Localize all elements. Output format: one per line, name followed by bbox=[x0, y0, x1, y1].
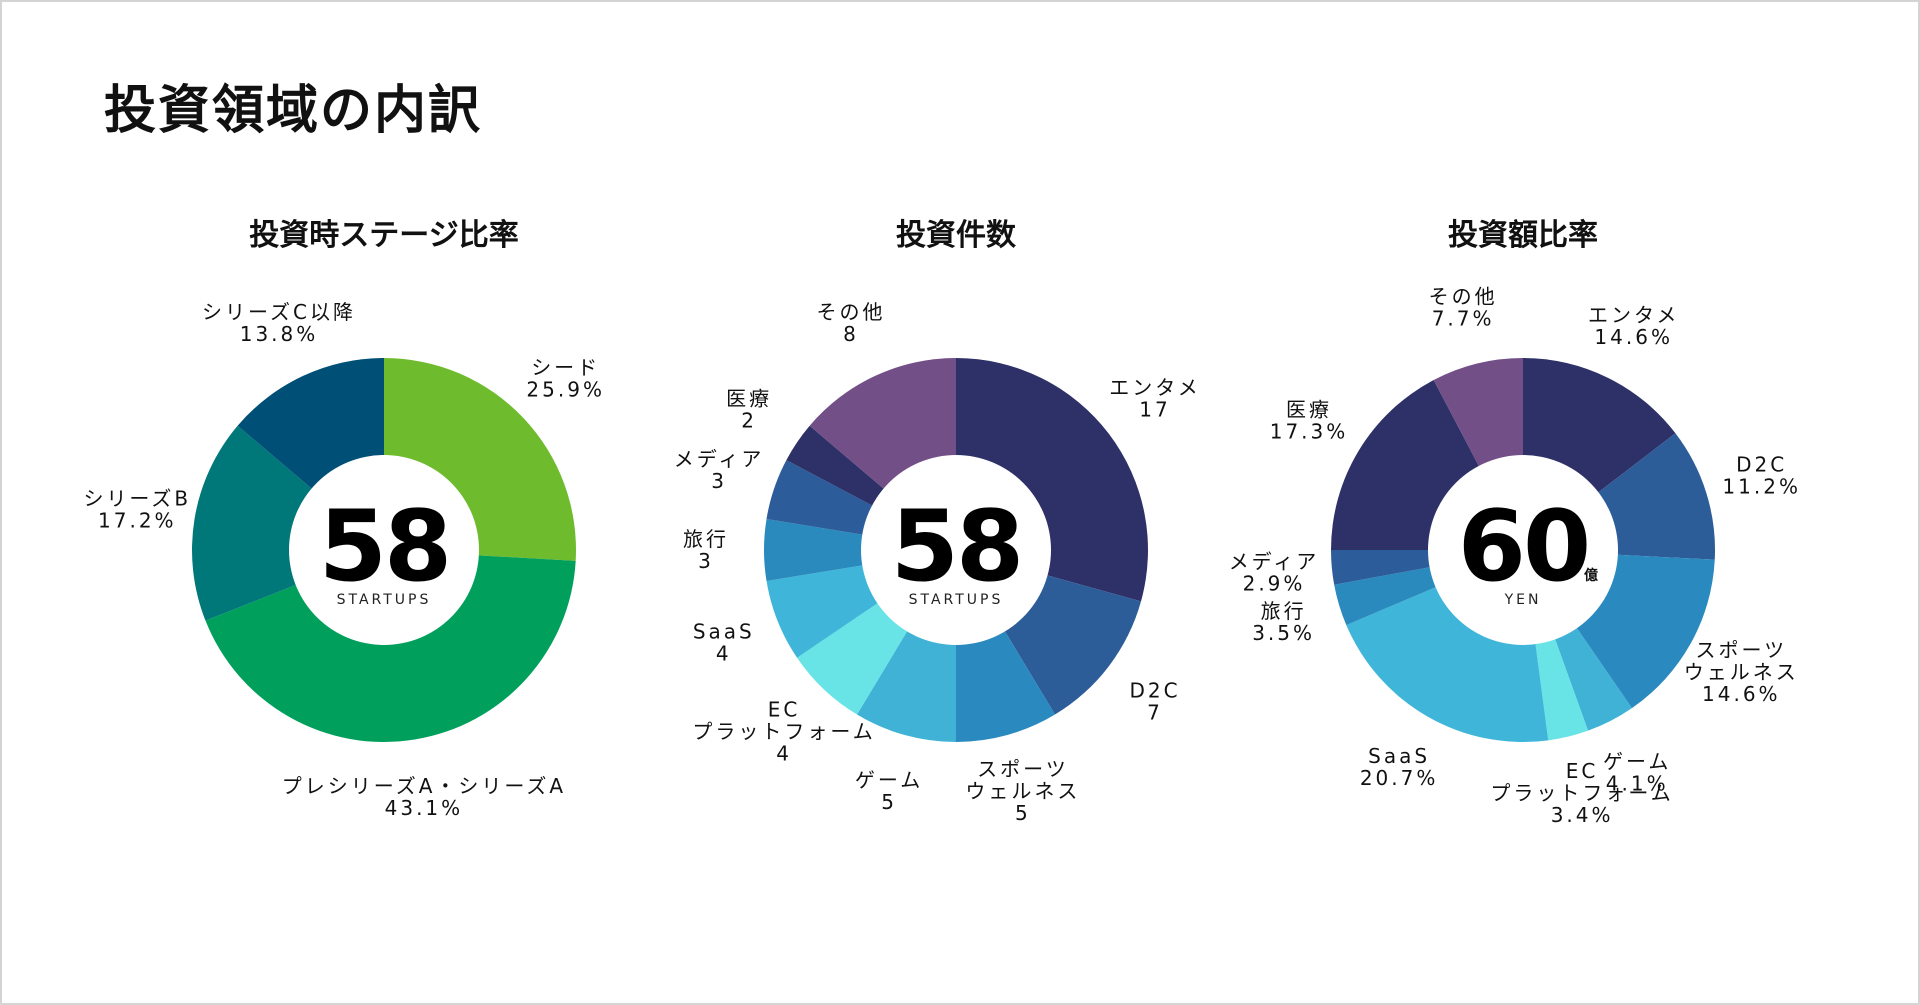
slice-label-6: 旅行 3 bbox=[683, 527, 729, 573]
center-unit: STARTUPS bbox=[909, 592, 1004, 608]
slice-label-1: D2C 11.2% bbox=[1722, 453, 1801, 499]
slice-label-7: メディア 2.9% bbox=[1229, 550, 1320, 596]
slice-label-0: シード 25.9% bbox=[526, 355, 605, 401]
slice-label-2: シリーズB 17.2% bbox=[83, 486, 191, 532]
donut-chart-amount: エンタメ 14.6% D2C 11.2% スポーツウェルネス 14.6% ゲーム 4.1%EC… bbox=[1229, 284, 1801, 827]
slice-label-3: ゲーム 5 bbox=[855, 768, 923, 814]
center-value: 60 bbox=[1458, 490, 1588, 604]
slice-label-0: エンタメ 14.6% bbox=[1588, 303, 1679, 349]
slice-label-5: SaaS 20.7% bbox=[1360, 744, 1439, 790]
slice-label-8: 医療 17.3% bbox=[1270, 398, 1349, 444]
slice-label-4: EC プラットフォーム 4 bbox=[692, 698, 875, 766]
chart-panel-count: 投資件数 エンタメ 17 D2C 7 スポーツウェルネス 5 ゲーム 5 EC プラットフォーム 4… bbox=[656, 210, 1256, 850]
slice-label-1: D2C 7 bbox=[1129, 678, 1180, 724]
slice-label-2: スポーツウェルネス 5 bbox=[965, 757, 1080, 825]
donut-chart-stage: シード 25.9% プレシリーズA・シリーズA 43.1% シリーズB 17.2% シリーズ… bbox=[83, 300, 605, 820]
chart-title: 投資額比率 bbox=[1448, 218, 1598, 253]
center-suffix: 億 bbox=[1584, 567, 1598, 584]
chart-panel-stage: 投資時ステージ比率 シード 25.9% プレシリーズA・シリーズA 43.1% シリーズ… bbox=[83, 210, 684, 850]
center-value: 58 bbox=[319, 490, 449, 604]
donut-center bbox=[289, 455, 479, 645]
pie-slice-1 bbox=[205, 550, 576, 742]
slice-label-1: プレシリーズA・シリーズA 43.1% bbox=[282, 774, 566, 820]
slice-label-3: ゲーム 4.1% bbox=[1603, 749, 1671, 795]
slice-label-8: 医療 2 bbox=[726, 387, 772, 433]
slice-label-0: エンタメ 17 bbox=[1109, 376, 1200, 422]
slice-label-2: スポーツウェルネス 14.6% bbox=[1684, 638, 1799, 706]
center-value: 58 bbox=[891, 490, 1021, 604]
pie-slice-2 bbox=[191, 425, 384, 621]
slice-label-6: 旅行 3.5% bbox=[1252, 599, 1315, 645]
pie-slice-6 bbox=[764, 518, 956, 582]
slice-label-9: その他 8 bbox=[817, 300, 886, 346]
slice-label-5: SaaS 4 bbox=[693, 620, 755, 666]
center-unit: STARTUPS bbox=[337, 592, 432, 608]
chart-title: 投資件数 bbox=[896, 218, 1016, 253]
chart-title: 投資時ステージ比率 bbox=[249, 218, 519, 253]
chart-panel-amount: 投資額比率 エンタメ 14.6% D2C 11.2% スポーツウェルネス 14.6% ゲーム… bbox=[1223, 210, 1823, 850]
donut-chart-count: エンタメ 17 D2C 7 スポーツウェルネス 5 ゲーム 5EC プラットフォーム 4 SaaS 4… bbox=[674, 300, 1200, 825]
donut-center bbox=[861, 455, 1051, 645]
page-title: 投資領域の内訳 bbox=[104, 81, 483, 141]
slice-label-7: メディア 3 bbox=[674, 447, 765, 493]
slice-label-9: その他 7.7% bbox=[1429, 284, 1498, 330]
slice-label-3: シリーズC以降 13.8% bbox=[202, 300, 356, 346]
slice-label-4: EC プラットフォーム 3.4% bbox=[1490, 759, 1673, 827]
donut-center bbox=[1428, 455, 1618, 645]
center-unit: YEN bbox=[1504, 592, 1542, 608]
